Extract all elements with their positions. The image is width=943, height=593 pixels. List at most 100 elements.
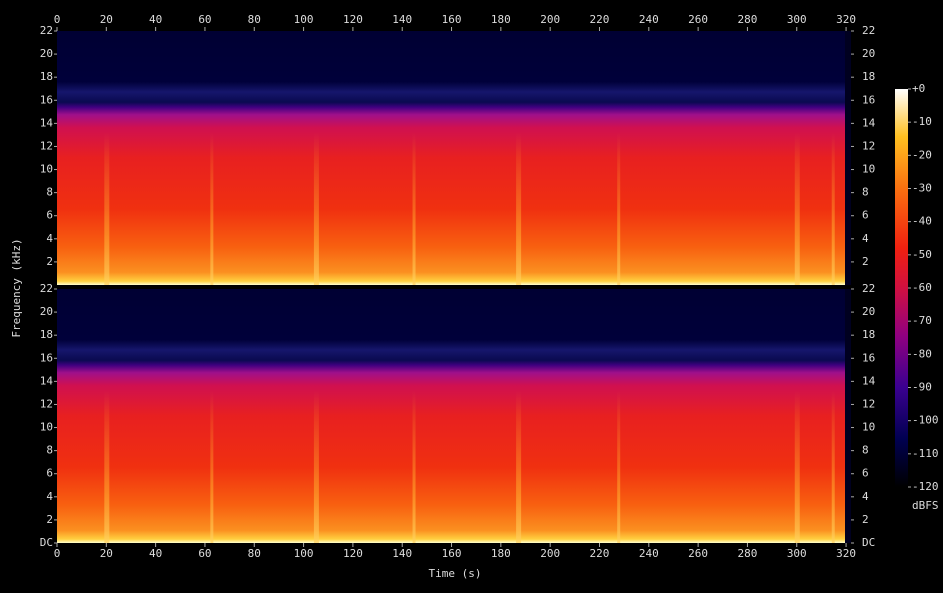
- y-tick-label: 8: [862, 444, 869, 457]
- y-tick-label: 16: [40, 351, 53, 364]
- colorbar-tick-label: -60: [912, 281, 932, 294]
- colorbar-tick-label: -10: [912, 115, 932, 128]
- colorbar-tick-label: -110: [912, 447, 939, 460]
- x-tick-label: 240: [639, 13, 659, 26]
- y-tick-label: 16: [40, 93, 53, 106]
- y-tick-label: 18: [40, 70, 53, 83]
- x-tick-label: 300: [787, 13, 807, 26]
- y-tick-label: 16: [862, 351, 875, 364]
- y-tick-label: 16: [862, 93, 875, 106]
- colorbar-tick-label: +0: [912, 82, 925, 95]
- x-tick-label: 40: [149, 547, 162, 560]
- y-tick-label: 8: [46, 186, 53, 199]
- y-tick-label: 10: [40, 163, 53, 176]
- y-tick-label: 20: [862, 305, 875, 318]
- y-tick-label: 6: [862, 209, 869, 222]
- x-tick-label: 140: [392, 13, 412, 26]
- x-tick-label: 200: [540, 13, 560, 26]
- colorbar-tick-label: -80: [912, 347, 932, 360]
- x-tick-label: 80: [248, 13, 261, 26]
- x-tick-label: 220: [590, 547, 610, 560]
- y-tick-label: 2: [46, 255, 53, 268]
- signal-end: [845, 289, 851, 543]
- x-tick-label: 40: [149, 13, 162, 26]
- y-tick-label: 4: [46, 490, 53, 503]
- x-tick-label: 180: [491, 547, 511, 560]
- spectral-burst: [313, 289, 319, 543]
- y-tick-label: 12: [862, 397, 875, 410]
- colorbar-tick-label: -100: [912, 414, 939, 427]
- x-tick-label: 60: [198, 13, 211, 26]
- y-tick-label: 14: [862, 374, 876, 387]
- colorbar-tick-label: -70: [912, 314, 932, 327]
- y-tick-label: 18: [862, 70, 875, 83]
- y-tick-label: 4: [46, 232, 53, 245]
- x-tick-label: 280: [737, 13, 757, 26]
- x-tick-label: 100: [294, 547, 314, 560]
- spectral-burst: [210, 31, 214, 285]
- x-tick-label: 0: [54, 547, 61, 560]
- x-tick-label: 200: [540, 547, 560, 560]
- y-tick-label: 18: [862, 328, 875, 341]
- colorbar-tick-label: -40: [912, 215, 932, 228]
- colorbar-label: dBFS: [912, 499, 939, 512]
- spectral-burst: [617, 31, 621, 285]
- y-tick-label: 20: [862, 47, 875, 60]
- x-tick-label: 0: [54, 13, 61, 26]
- spectral-burst: [210, 289, 214, 543]
- spectral-burst: [313, 31, 319, 285]
- y-tick-label: 6: [46, 209, 53, 222]
- y-tick-label: 18: [40, 328, 53, 341]
- colorbar-tick-label: -30: [912, 182, 932, 195]
- spectrogram-panel: [57, 31, 847, 285]
- x-tick-label: 120: [343, 547, 363, 560]
- x-tick-label: 160: [442, 13, 462, 26]
- y-tick-label: 22: [862, 24, 875, 37]
- colorbar-tick-label: -20: [912, 148, 932, 161]
- y-tick-label: 12: [40, 397, 53, 410]
- x-tick-label: 20: [100, 13, 113, 26]
- spectrogram-panel: [57, 289, 847, 543]
- x-tick-label: 280: [737, 547, 757, 560]
- spectral-burst: [794, 289, 800, 543]
- x-tick-label: 260: [688, 13, 708, 26]
- x-axis-title: Time (s): [429, 567, 482, 580]
- x-tick-label: 20: [100, 547, 113, 560]
- x-tick-label: 120: [343, 13, 363, 26]
- spectral-burst: [831, 31, 835, 285]
- x-tick-label: 140: [392, 547, 412, 560]
- y-tick-label: 10: [862, 163, 875, 176]
- x-tick-label: 240: [639, 547, 659, 560]
- y-tick-label: 6: [862, 467, 869, 480]
- y-tick-label: 6: [46, 467, 53, 480]
- y-tick-label: 22: [862, 282, 875, 295]
- y-tick-label: 14: [40, 116, 54, 129]
- y-tick-label: 14: [862, 116, 876, 129]
- x-tick-label: 260: [688, 547, 708, 560]
- y-tick-label: 10: [862, 421, 875, 434]
- x-tick-label: 320: [836, 13, 856, 26]
- spectral-burst: [617, 289, 621, 543]
- colorbar-tick-label: -90: [912, 381, 932, 394]
- y-tick-label: 2: [862, 255, 869, 268]
- spectral-burst: [104, 289, 110, 543]
- y-tick-label: DC: [40, 536, 53, 549]
- y-tick-label: 8: [46, 444, 53, 457]
- y-tick-label: 20: [40, 305, 53, 318]
- spectral-burst: [516, 289, 522, 543]
- x-tick-label: 60: [198, 547, 211, 560]
- signal-end: [845, 31, 851, 285]
- y-tick-label: 8: [862, 186, 869, 199]
- spectral-burst: [794, 31, 800, 285]
- colorbar-tick-label: -50: [912, 248, 932, 261]
- y-tick-label: 22: [40, 282, 53, 295]
- colorbar-tick-label: -120: [912, 480, 939, 493]
- y-tick-label: 14: [40, 374, 54, 387]
- x-tick-label: 80: [248, 547, 261, 560]
- y-tick-label: 2: [862, 513, 869, 526]
- x-tick-label: 300: [787, 547, 807, 560]
- y-tick-label: 22: [40, 24, 53, 37]
- y-tick-label: DC: [862, 536, 875, 549]
- spectral-burst: [412, 289, 416, 543]
